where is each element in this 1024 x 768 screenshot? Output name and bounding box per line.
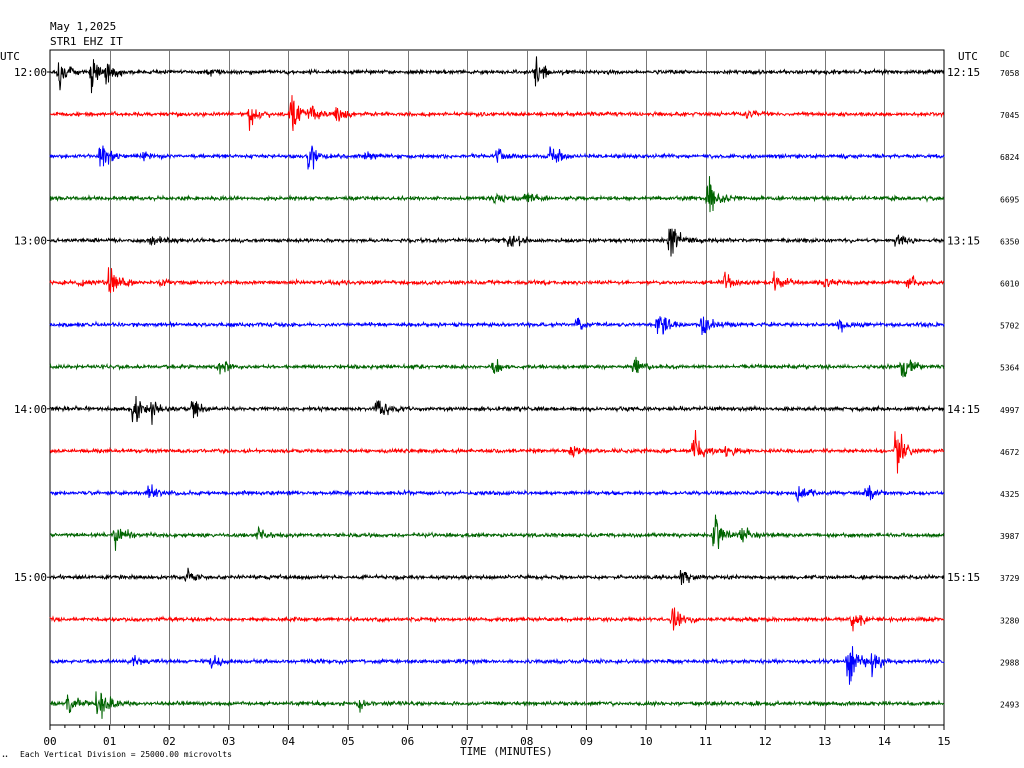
dc-value-label: 3729 — [1000, 574, 1019, 583]
dc-value-label: 7045 — [1000, 111, 1019, 120]
scale-note: Each Vertical Division = 25000.00 microv… — [20, 750, 232, 759]
trace-line — [49, 356, 945, 378]
hour-label-left: 12:00 — [14, 66, 47, 79]
x-tick-label: 10 — [639, 735, 652, 748]
hour-label-right: 13:15 — [947, 234, 980, 247]
trace-line — [49, 514, 945, 551]
x-tick-label: 03 — [222, 735, 235, 748]
plot-frame — [49, 49, 945, 726]
hour-label-right: 15:15 — [947, 571, 980, 584]
x-tick-label: 11 — [699, 735, 712, 748]
dc-value-label: 2493 — [1000, 701, 1019, 710]
dc-value-label: 2988 — [1000, 658, 1019, 667]
dc-value-label: 3280 — [1000, 616, 1019, 625]
x-tick-label: 07 — [461, 735, 474, 748]
x-tick-label: 06 — [401, 735, 414, 748]
trace-line — [49, 567, 945, 586]
hour-label-right: 12:15 — [947, 66, 980, 79]
x-tick-label: 15 — [937, 735, 950, 748]
x-tick-label: 01 — [103, 735, 116, 748]
trace-line — [49, 316, 945, 336]
dc-value-label: 6824 — [1000, 153, 1019, 162]
corner-mark: •• — [2, 754, 9, 760]
x-tick-label: 02 — [163, 735, 176, 748]
x-tick-label: 12 — [759, 735, 772, 748]
trace-line — [49, 395, 945, 425]
trace-line — [49, 228, 945, 257]
trace-line — [49, 691, 945, 719]
trace-line — [49, 56, 945, 94]
x-tick-label: 04 — [282, 735, 296, 748]
x-tick-label: 14 — [878, 735, 892, 748]
trace-line — [49, 267, 945, 294]
dc-value-label: 3987 — [1000, 532, 1019, 541]
left-utc-label: UTC — [0, 50, 20, 63]
hour-label-left: 15:00 — [14, 571, 47, 584]
trace-line — [49, 429, 945, 474]
date-label: May 1,2025 — [50, 20, 117, 33]
dc-label: DC — [1000, 50, 1010, 59]
dc-value-label: 4672 — [1000, 448, 1019, 457]
trace-line — [49, 95, 944, 132]
dc-value-label: 4997 — [1000, 406, 1019, 415]
dc-value-label: 5702 — [1000, 322, 1019, 331]
trace-line — [49, 607, 945, 632]
trace-line — [49, 176, 945, 213]
trace-line — [49, 484, 945, 504]
trace-line — [49, 646, 945, 685]
dc-value-label: 6010 — [1000, 280, 1019, 289]
x-tick-label: 09 — [580, 735, 593, 748]
x-tick-label: 13 — [818, 735, 831, 748]
x-tick-label: 08 — [520, 735, 533, 748]
dc-value-label: 5364 — [1000, 364, 1019, 373]
station-label: STR1 EHZ IT — [50, 35, 123, 48]
x-tick-label: 00 — [43, 735, 56, 748]
hour-label-left: 13:00 — [14, 234, 47, 247]
dc-value-label: 4325 — [1000, 490, 1019, 499]
dc-value-label: 6695 — [1000, 195, 1019, 204]
dc-value-label: 7058 — [1000, 69, 1019, 78]
dc-value-label: 6350 — [1000, 237, 1019, 246]
trace-line — [49, 145, 945, 170]
hour-label-left: 14:00 — [14, 403, 47, 416]
x-axis-label: TIME (MINUTES) — [460, 745, 553, 758]
hour-label-right: 14:15 — [947, 403, 980, 416]
x-tick-label: 05 — [341, 735, 354, 748]
right-utc-label: UTC — [958, 50, 978, 63]
